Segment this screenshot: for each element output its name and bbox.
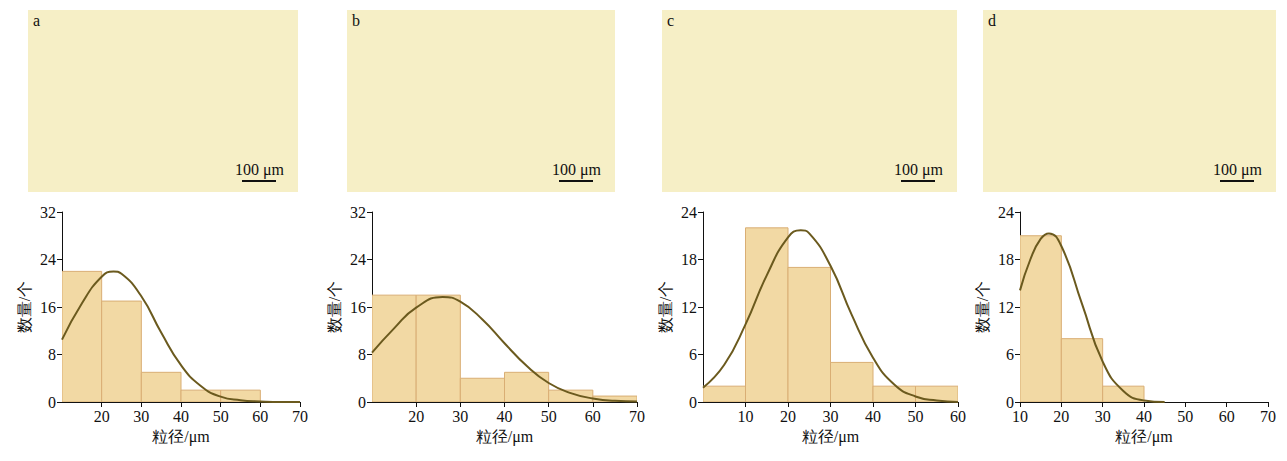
svg-text:50: 50 (908, 408, 924, 425)
svg-text:12: 12 (998, 299, 1014, 316)
svg-text:16: 16 (350, 299, 366, 316)
html-text:100 μm: 100 μm (235, 161, 284, 178)
svg-text:0: 0 (1006, 393, 1014, 411)
svg-text:18: 18 (681, 251, 697, 268)
svg-text:50: 50 (213, 408, 229, 425)
svg-text:60: 60 (585, 408, 601, 425)
svg-text:24: 24 (350, 251, 366, 268)
html-text:c: c (667, 12, 675, 29)
svg-text:60: 60 (1219, 408, 1235, 425)
svg-text:6: 6 (1006, 346, 1014, 363)
svg-text:70: 70 (629, 408, 645, 425)
svg-text:10: 10 (1012, 408, 1028, 425)
html-text:d: d (988, 12, 996, 29)
svg-text:粒径/μm: 粒径/μm (802, 428, 860, 446)
svg-text:8: 8 (358, 346, 366, 363)
svg-text:数量/个: 数量/个 (974, 281, 991, 333)
svg-text:24: 24 (681, 204, 697, 221)
svg-text:8: 8 (48, 346, 56, 363)
svg-text:20: 20 (408, 408, 424, 425)
html-text:100 μm: 100 μm (552, 161, 601, 178)
svg-text:70: 70 (292, 408, 308, 425)
svg-text:24: 24 (40, 251, 56, 268)
svg-text:40: 40 (865, 408, 881, 425)
html-text:a: a (33, 12, 41, 29)
svg-text:20: 20 (94, 408, 110, 425)
svg-text:40: 40 (497, 408, 513, 425)
svg-text:30: 30 (823, 408, 839, 425)
svg-text:粒径/μm: 粒径/μm (152, 428, 210, 446)
svg-text:数量/个: 数量/个 (16, 281, 33, 333)
svg-text:0: 0 (689, 394, 697, 411)
svg-text:20: 20 (1053, 408, 1069, 425)
svg-text:60: 60 (950, 408, 966, 425)
html-text:b: b (352, 12, 360, 29)
svg-text:40: 40 (1136, 408, 1152, 425)
html-text:100 μm: 100 μm (894, 161, 943, 178)
svg-text:32: 32 (350, 204, 366, 221)
svg-text:18: 18 (998, 251, 1014, 268)
svg-text:12: 12 (681, 299, 697, 316)
svg-text:20: 20 (780, 408, 796, 425)
svg-text:粒径/μm: 粒径/μm (1115, 428, 1173, 446)
svg-text:24: 24 (998, 204, 1014, 221)
svg-text:数量/个: 数量/个 (657, 281, 674, 333)
svg-text:0: 0 (48, 394, 56, 411)
svg-text:10: 10 (738, 408, 754, 425)
svg-text:60: 60 (252, 408, 268, 425)
svg-text:70: 70 (1260, 408, 1276, 425)
svg-text:32: 32 (40, 204, 56, 221)
svg-text:50: 50 (541, 408, 557, 425)
svg-text:粒径/μm: 粒径/μm (476, 428, 534, 446)
svg-text:16: 16 (40, 299, 56, 316)
svg-text:数量/个: 数量/个 (326, 281, 343, 333)
svg-text:40: 40 (173, 408, 189, 425)
html-text:100 μm: 100 μm (1213, 161, 1262, 178)
svg-text:0: 0 (358, 394, 366, 411)
svg-text:30: 30 (133, 408, 149, 425)
svg-text:50: 50 (1177, 408, 1193, 425)
svg-text:6: 6 (689, 346, 697, 363)
svg-text:30: 30 (1095, 408, 1111, 425)
svg-text:30: 30 (452, 408, 468, 425)
